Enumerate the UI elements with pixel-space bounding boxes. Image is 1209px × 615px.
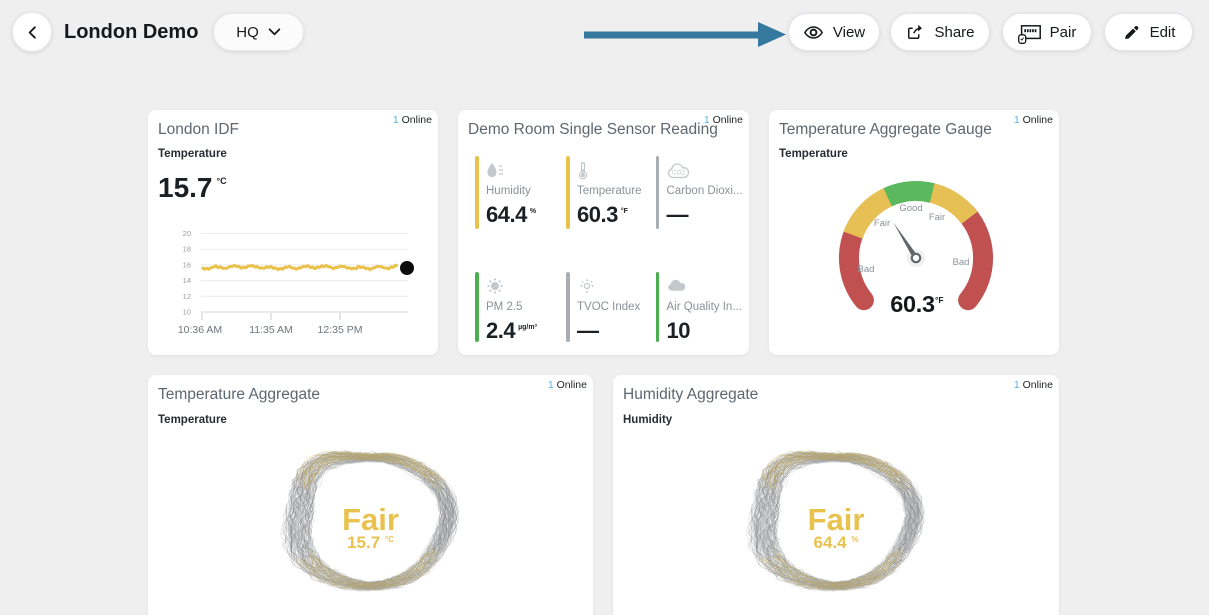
svg-text:60.3: 60.3 [890,291,935,317]
svg-text:Bad: Bad [858,264,875,275]
svg-text:12: 12 [183,292,191,301]
svg-text:Good: Good [899,203,922,214]
svg-text:10:36 AM: 10:36 AM [178,324,222,336]
svg-text:CO2: CO2 [671,170,685,177]
svg-text:°F: °F [935,295,944,305]
svg-text:Bad: Bad [953,257,970,268]
svg-text:18: 18 [183,245,191,254]
svg-text:Fair: Fair [874,218,890,229]
svg-text:14: 14 [183,276,191,285]
svg-text:11:35 AM: 11:35 AM [249,324,293,336]
svg-text:10: 10 [183,308,191,317]
svg-text:Fair: Fair [929,212,945,223]
svg-text:12:35 PM: 12:35 PM [318,324,363,336]
svg-text:20: 20 [183,229,191,238]
svg-text:16: 16 [183,260,191,269]
